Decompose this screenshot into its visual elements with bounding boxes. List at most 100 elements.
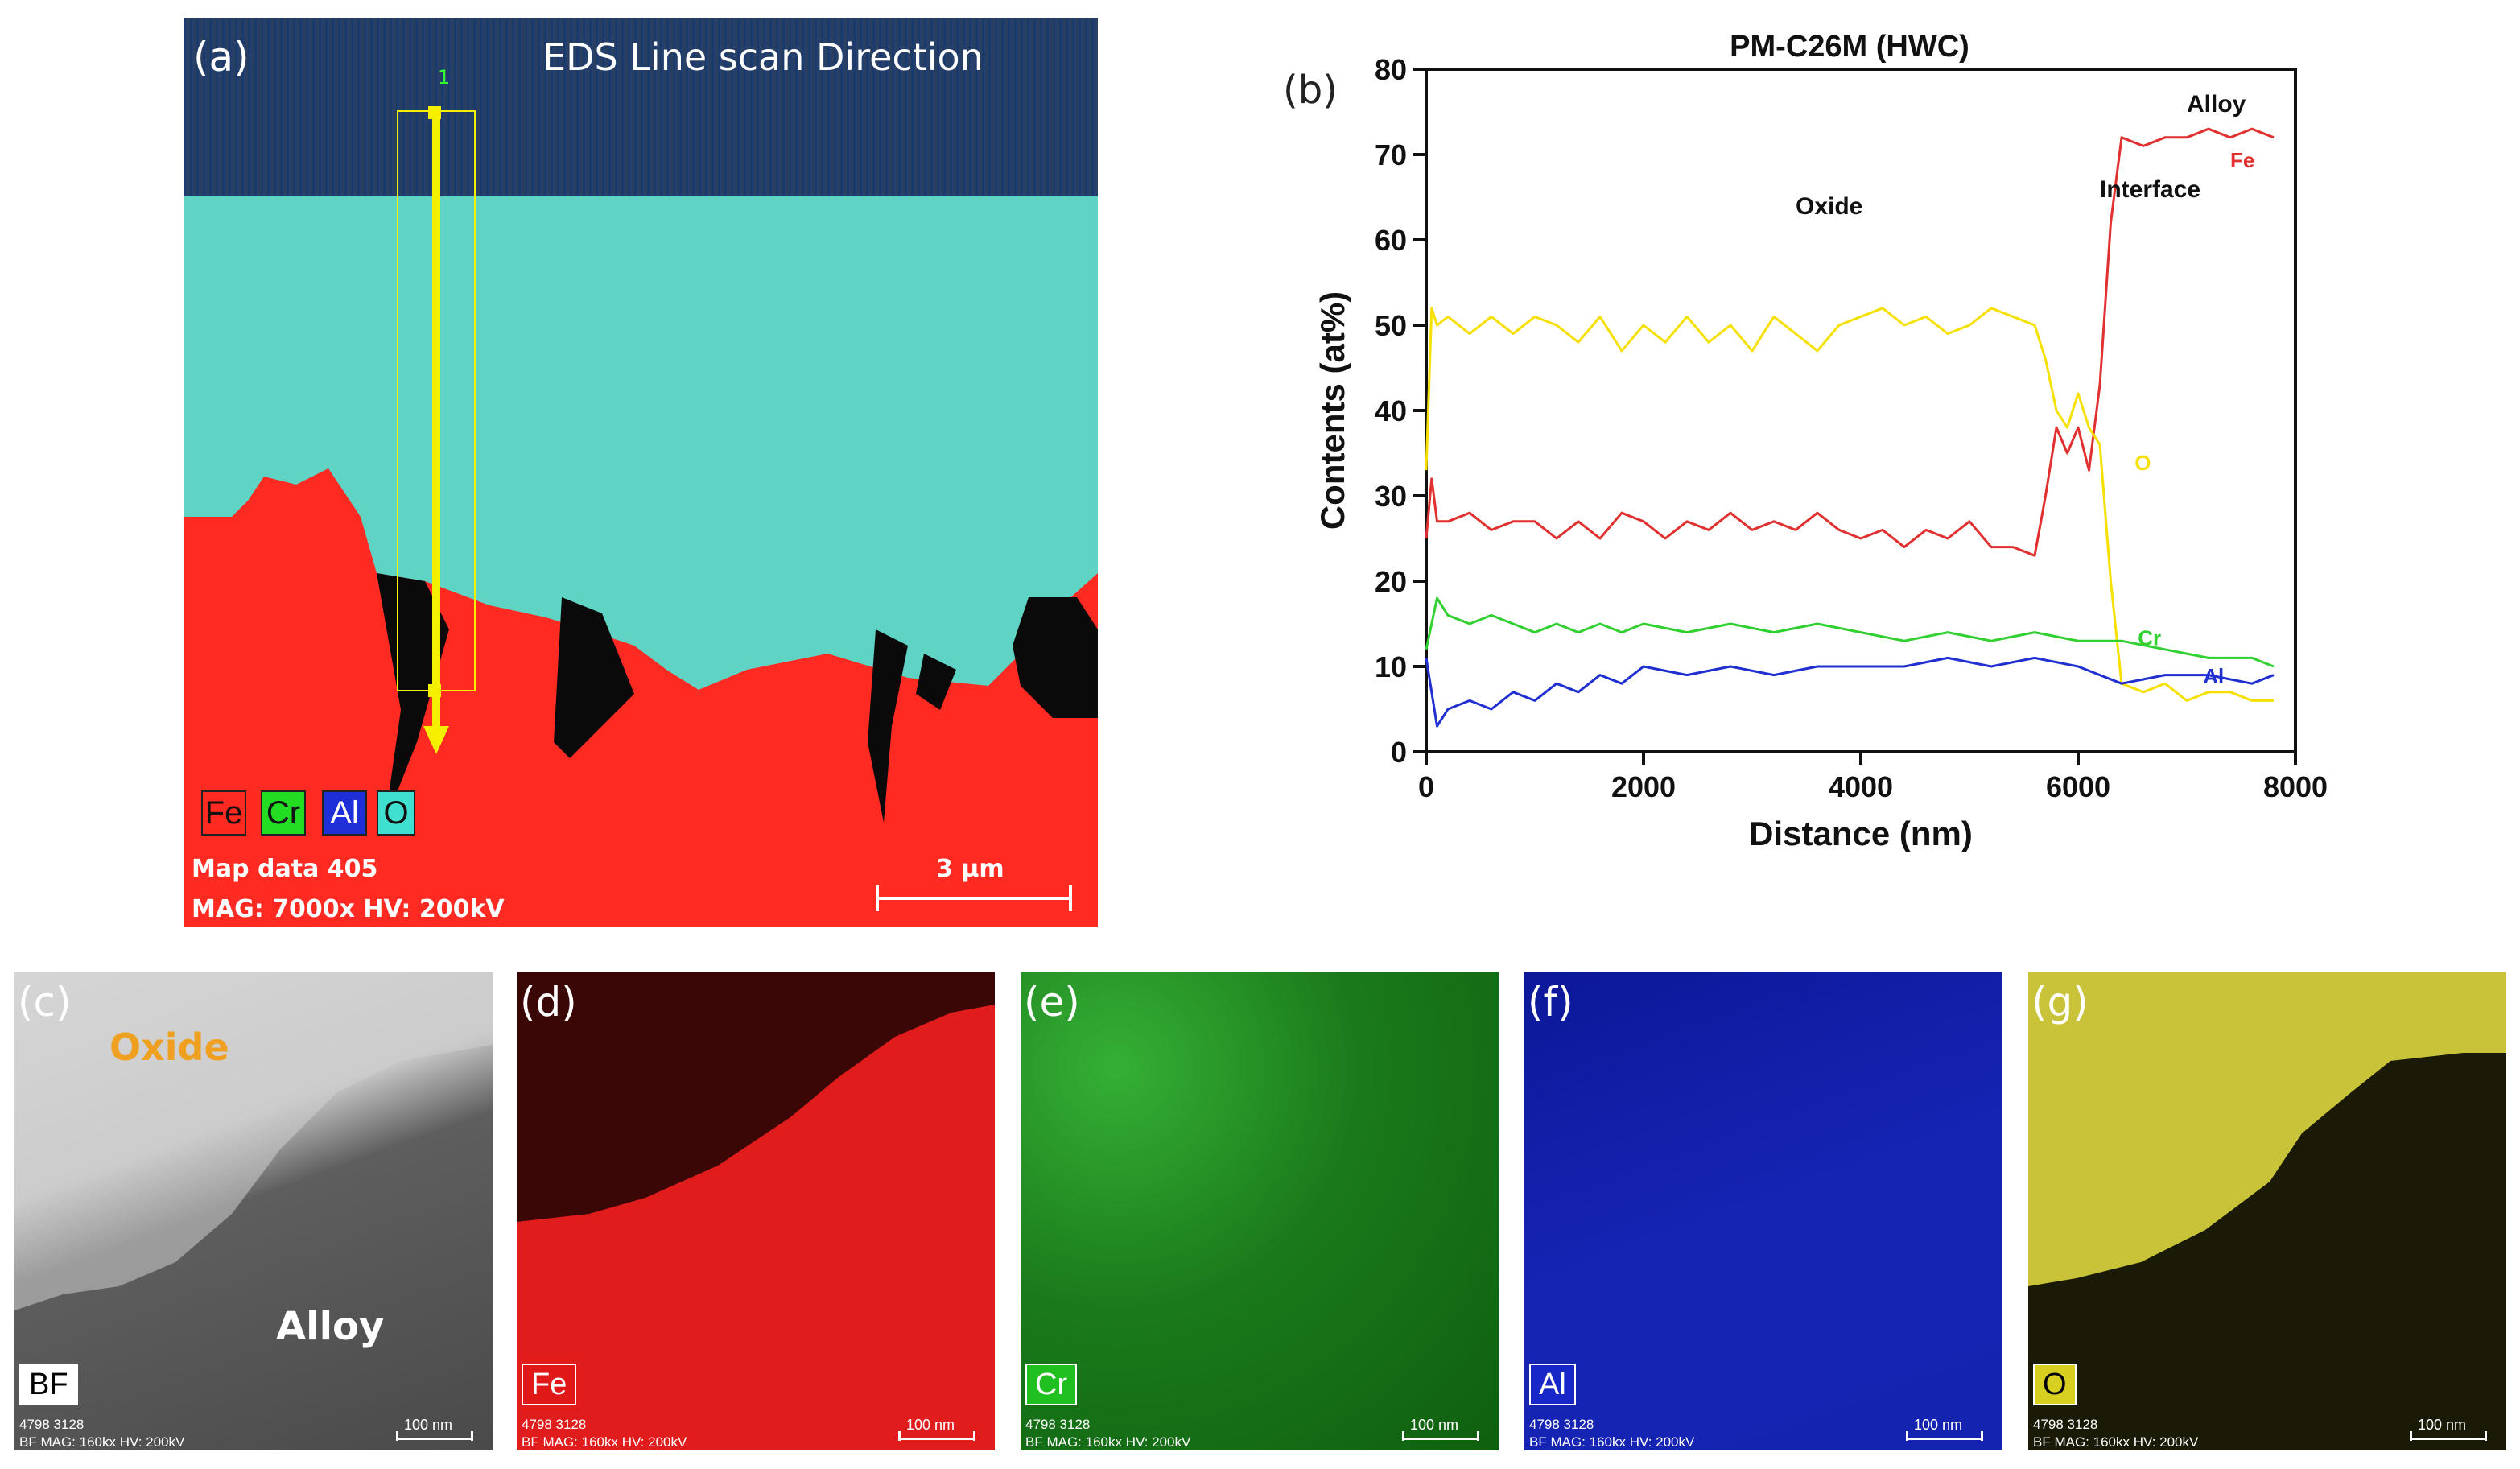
panel-e-label: (e) [1024,979,1080,1025]
fe-tag: Fe [522,1364,577,1405]
scalebar [1402,1438,1479,1440]
scalebar-tick [2485,1431,2487,1441]
mag-info: BF MAG: 160kx HV: 200kV [522,1434,687,1450]
o-oxide-region [2028,972,2506,1286]
x-tick-label: 4000 [1829,770,1893,803]
scalebar [876,897,1072,900]
scalebar [898,1438,975,1440]
y-tick-label: 40 [1375,394,1407,427]
x-axis-ticks: 0 2000 4000 6000 8000 [1418,752,2328,803]
x-tick-label: 8000 [2263,770,2328,803]
map-data-label: Map data 405 [192,855,378,883]
legend-o: O [377,790,415,836]
panel-b-label: (b) [1283,68,1338,113]
scalebar-tick [1402,1431,1404,1441]
y-tick-label: 70 [1375,138,1407,171]
cr-tag: Cr [1025,1364,1078,1405]
annotation-interface: Interface [2100,176,2200,203]
scalebar-tick [1981,1431,1983,1441]
line-profile-chart-panel-b: (b) PM-C26M (HWC) 0 10 20 30 40 50 60 70 80 0 200… [1272,16,2366,869]
alloy-label: Alloy [276,1304,385,1349]
y-tick-label: 80 [1375,53,1407,86]
mag-info: BF MAG: 160kx HV: 200kV [1025,1434,1191,1450]
chart-annotations: Oxide Interface Alloy [1796,91,2246,220]
line-chart: PM-C26M (HWC) 0 10 20 30 40 50 60 70 80 0 2000 400… [1314,30,2328,852]
image-ids: 4798 3128 [2033,1417,2098,1432]
data-series: Fe O Cr Al [1425,127,2275,728]
panel-f-label: (f) [1528,979,1573,1025]
y-tick-label: 60 [1375,224,1407,257]
scalebar-tick [471,1431,473,1441]
y-tick-label: 50 [1375,309,1407,342]
magnification-info: MAG: 7000x HV: 200kV [192,895,505,923]
y-axis-label: Contents (at%) [1314,291,1351,530]
series-line-cr [1425,596,2275,668]
scalebar-tick [396,1431,398,1441]
mag-info: BF MAG: 160kx HV: 200kV [19,1434,185,1450]
al-map-panel-f: (f) Al 4798 3128 BF MAG: 160kx HV: 200kV… [1524,972,2002,1450]
scalebar [1906,1438,1983,1440]
oxide-label: Oxide [109,1025,229,1069]
scan-start-marker: 1 [438,66,451,89]
x-axis-label: Distance (nm) [1749,815,1973,852]
panel-c-label: (c) [18,979,72,1025]
chart-title: PM-C26M (HWC) [1730,30,1969,64]
al-tag: Al [1529,1364,1576,1405]
scalebar-tick [1906,1431,1908,1441]
cr-map-panel-e: (e) Cr 4798 3128 BF MAG: 160kx HV: 200kV… [1021,972,1499,1450]
panel-a-label: (a) [193,34,250,80]
top-coating-region [184,18,1098,196]
legend-cr: Cr [261,790,306,836]
bf-tag: BF [19,1364,78,1405]
scalebar [2410,1438,2487,1440]
annotation-oxide: Oxide [1796,193,1862,220]
series-line-o [1425,307,2274,702]
legend-al: Al [322,790,367,836]
mag-info: BF MAG: 160kx HV: 200kV [2033,1434,2199,1450]
x-tick-label: 0 [1418,770,1434,803]
eds-map-panel-a: (a) EDS Line scan Direction 1 Fe Cr Al O… [184,18,1098,927]
y-tick-label: 30 [1375,480,1407,513]
scalebar-tick [898,1431,901,1441]
scalebar-label: 100 nm [2418,1417,2467,1433]
oxide-region-map [184,106,1098,823]
line-scan-title: EDS Line scan Direction [542,35,984,79]
image-ids: 4798 3128 [19,1417,85,1432]
scalebar-label: 3 µm [936,855,1004,883]
scalebar-tick-right [1069,885,1072,911]
o-tag: O [2033,1364,2077,1405]
image-ids: 4798 3128 [1529,1417,1594,1432]
scalebar-label: 100 nm [404,1417,453,1433]
series-line-fe [1425,127,2275,557]
legend-fe: Fe [201,790,246,836]
series-label-cr: Cr [2138,626,2161,650]
image-ids: 4798 3128 [522,1417,587,1432]
mag-info: BF MAG: 160kx HV: 200kV [1529,1434,1695,1450]
scalebar-tick [2410,1431,2412,1441]
scalebar-label: 100 nm [906,1417,955,1433]
scalebar-label: 100 nm [1410,1417,1459,1433]
panel-d-label: (d) [520,979,577,1025]
scalebar-tick [1477,1431,1479,1441]
x-tick-label: 2000 [1611,770,1676,803]
image-ids: 4798 3128 [1025,1417,1091,1432]
y-tick-label: 20 [1375,565,1407,598]
y-tick-label: 10 [1375,650,1407,683]
y-tick-label: 0 [1391,736,1407,769]
y-axis-ticks: 0 10 20 30 40 50 60 70 80 [1375,53,1426,769]
fe-oxide-region [517,972,995,1222]
panel-g-label: (g) [2031,979,2089,1025]
scalebar-tick-left [876,885,879,911]
bf-image-panel-c: (c) Oxide Alloy BF 4798 3128 BF MAG: 160… [14,972,493,1450]
x-tick-label: 6000 [2046,770,2110,803]
series-label-o: O [2134,451,2151,475]
series-label-fe: Fe [2230,148,2254,172]
scalebar-tick [973,1431,975,1441]
o-map-panel-g: (g) O 4798 3128 BF MAG: 160kx HV: 200kV … [2028,972,2506,1450]
bf-oxide-region [14,972,493,1310]
series-line-al [1425,656,2275,728]
scalebar-label: 100 nm [1914,1417,1963,1433]
fe-map-panel-d: (d) Fe 4798 3128 BF MAG: 160kx HV: 200kV… [517,972,995,1450]
series-label-al: Al [2203,664,2224,688]
annotation-alloy: Alloy [2187,91,2246,118]
